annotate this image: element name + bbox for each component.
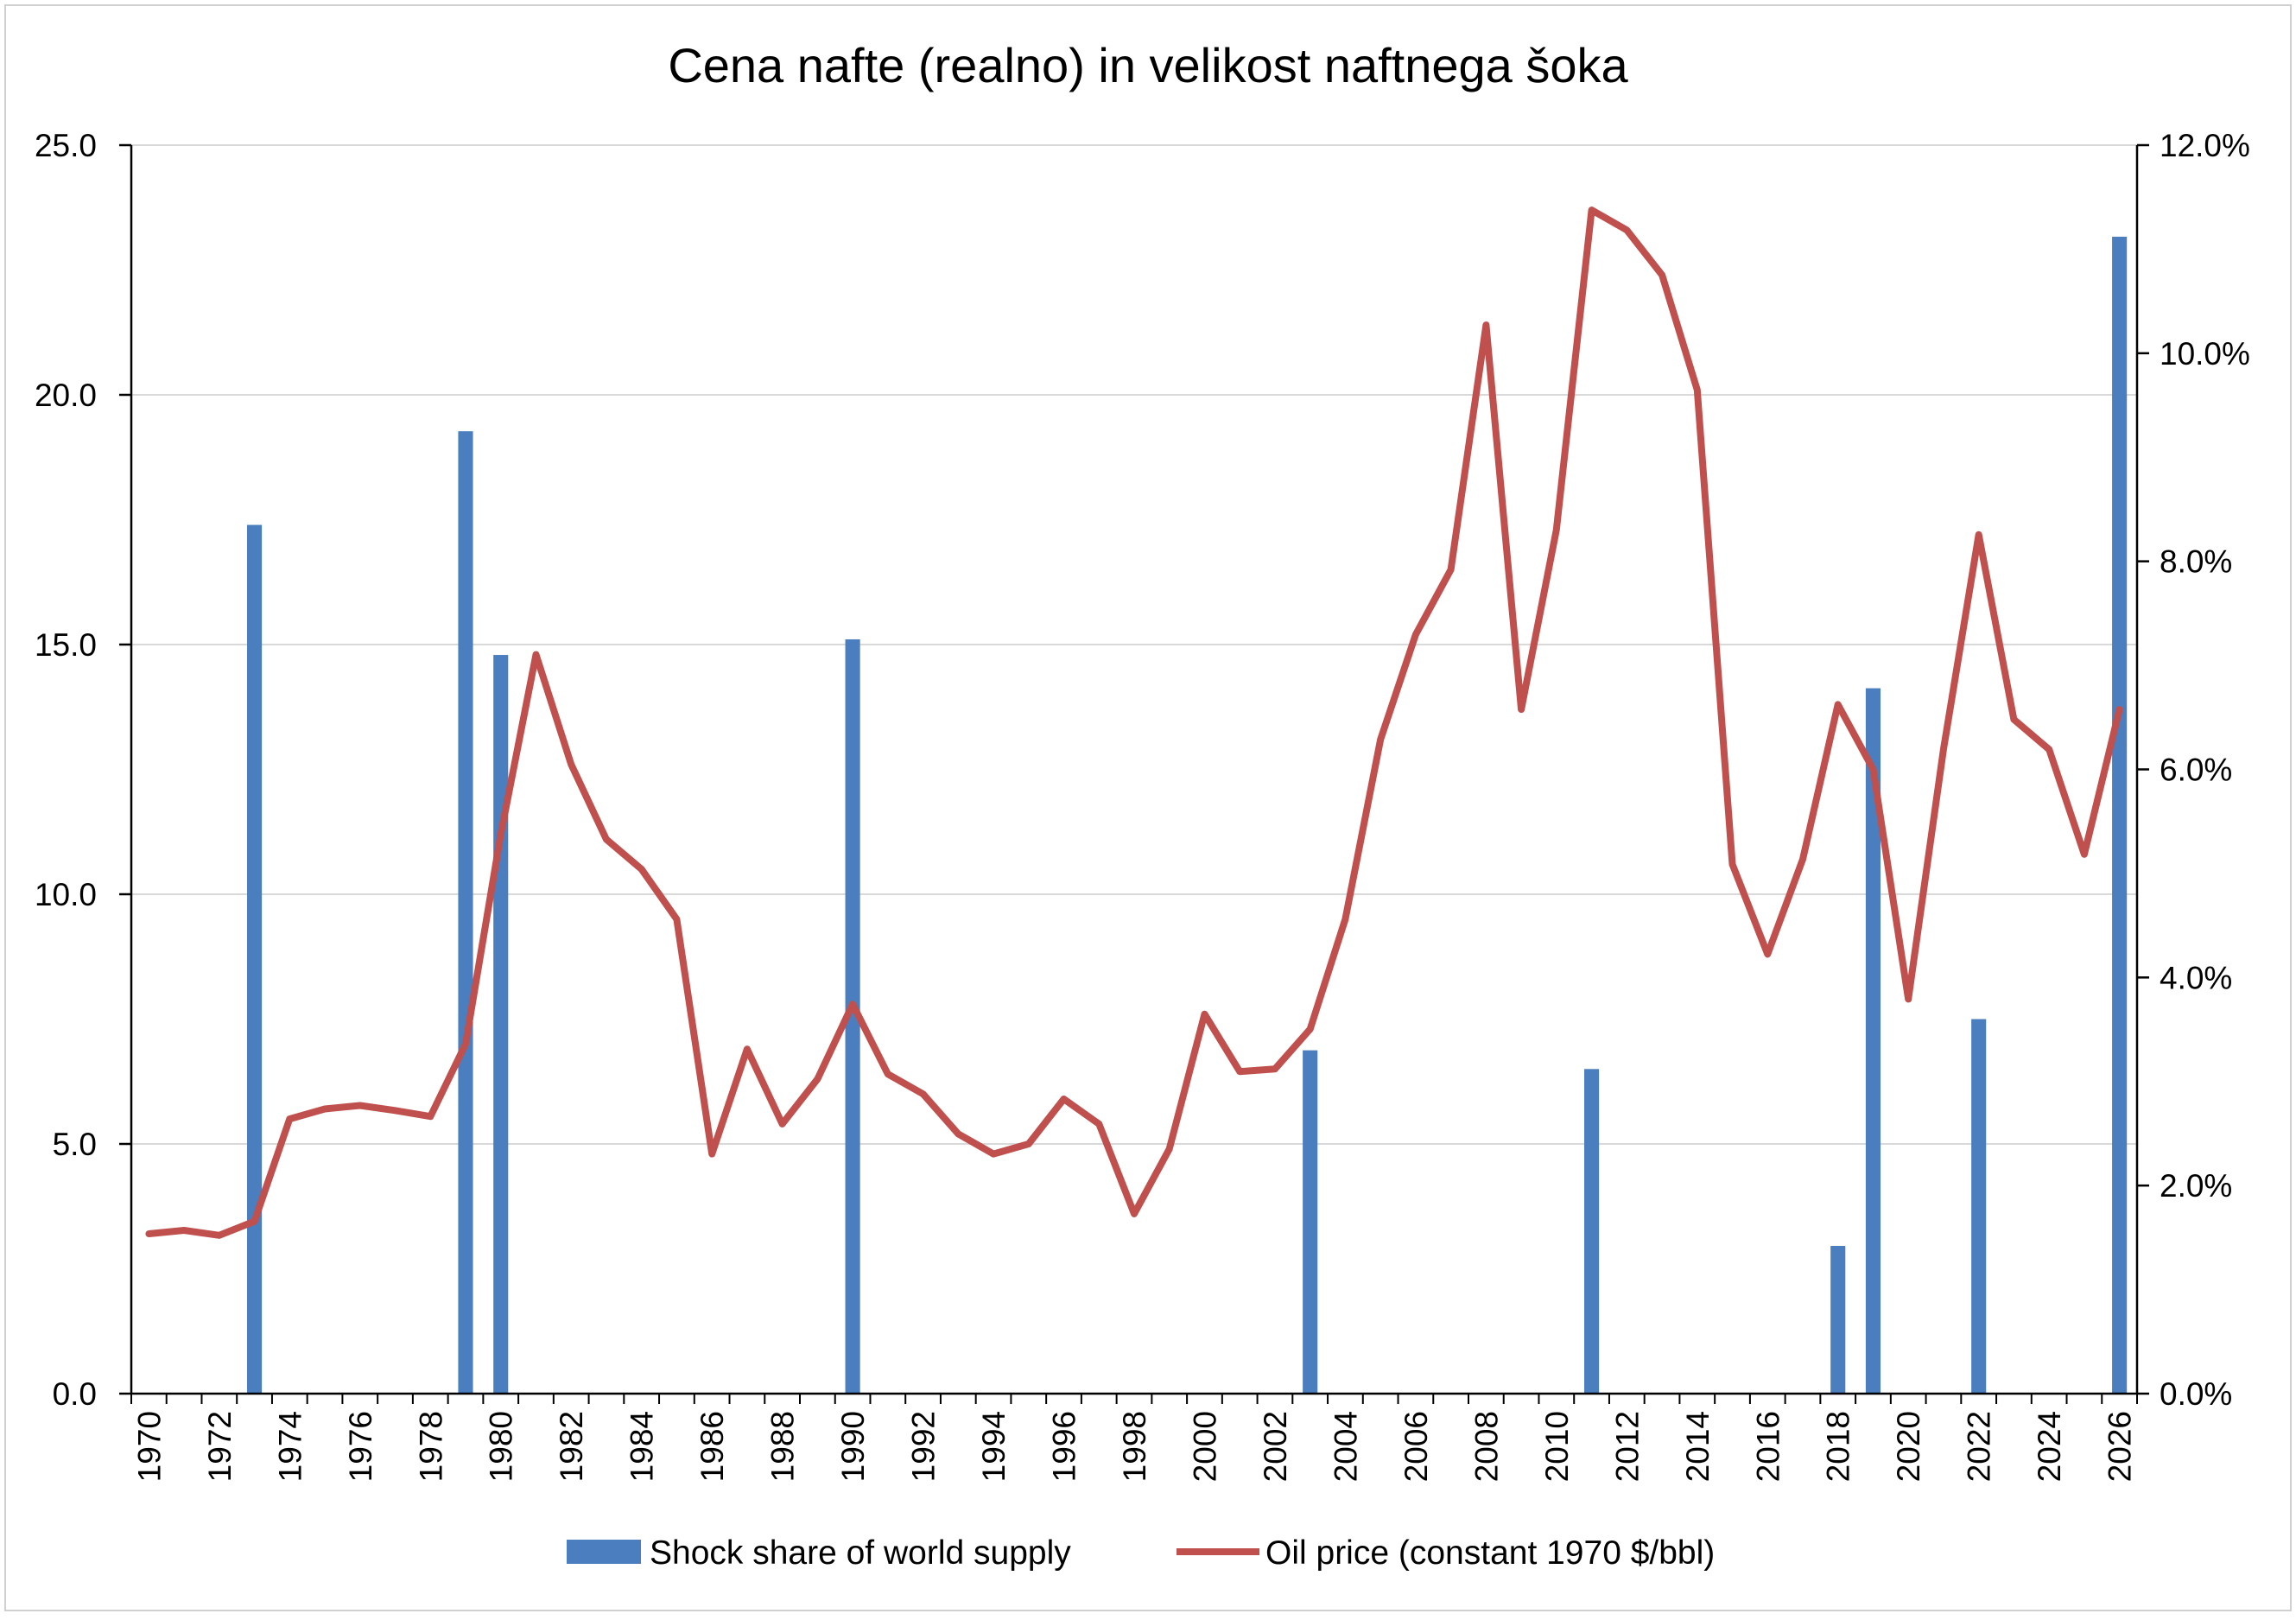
bar-1973 bbox=[247, 524, 263, 1394]
x-tick-label: 2024 bbox=[2032, 1411, 2067, 1482]
bar-2003 bbox=[1303, 1050, 1318, 1394]
x-tick-label: 1994 bbox=[976, 1411, 1012, 1482]
legend: Shock share of world supply Oil price (c… bbox=[567, 1534, 1715, 1572]
x-tick-label: 1972 bbox=[202, 1411, 238, 1482]
x-tick-label: 1982 bbox=[554, 1411, 589, 1482]
bar-1980 bbox=[493, 655, 509, 1394]
left-tick-label: 10.0 bbox=[35, 877, 97, 912]
x-tick-label: 1980 bbox=[484, 1411, 519, 1482]
bar-1979 bbox=[458, 431, 473, 1394]
legend-label-oil-price: Oil price (constant 1970 $/bbl) bbox=[1265, 1534, 1715, 1572]
legend-swatch-shock-share bbox=[567, 1540, 641, 1564]
bar-2011 bbox=[1584, 1069, 1600, 1394]
x-tick-label: 2006 bbox=[1399, 1411, 1434, 1482]
right-axis-ticks: 0.0% 2.0% 4.0% 6.0% 8.0% 10.0% 12.0% bbox=[2137, 128, 2250, 1412]
x-tick-label: 1984 bbox=[625, 1411, 660, 1482]
right-tick-label: 6.0% bbox=[2160, 753, 2232, 788]
right-tick-label: 8.0% bbox=[2160, 544, 2232, 580]
x-tick-label: 1978 bbox=[413, 1411, 448, 1482]
oil-price-line bbox=[145, 206, 2123, 1239]
x-tick-label: 1974 bbox=[272, 1411, 308, 1482]
left-tick-label: 0.0 bbox=[53, 1376, 97, 1412]
x-tick-label: 1990 bbox=[835, 1411, 871, 1482]
x-tick-label: 1976 bbox=[343, 1411, 378, 1482]
right-tick-label: 0.0% bbox=[2160, 1376, 2232, 1412]
x-tick-label: 2004 bbox=[1328, 1411, 1363, 1482]
left-axis-ticks: 0.0 5.0 10.0 15.0 20.0 25.0 bbox=[35, 128, 131, 1412]
bar-2022 bbox=[1971, 1019, 1987, 1394]
x-tick-label: 2022 bbox=[1962, 1411, 1997, 1482]
bar-2019 bbox=[1865, 688, 1881, 1394]
chart-title: Cena nafte (realno) in velikost naftnega… bbox=[668, 38, 1628, 92]
left-tick-label: 20.0 bbox=[35, 378, 97, 413]
x-tick-label: 1992 bbox=[906, 1411, 942, 1482]
x-tick-label: 1996 bbox=[1047, 1411, 1082, 1482]
bar-2018 bbox=[1830, 1246, 1846, 1394]
x-tick-label: 2010 bbox=[1539, 1411, 1575, 1482]
x-tick-label: 1970 bbox=[131, 1411, 167, 1482]
x-tick-label: 2002 bbox=[1258, 1411, 1293, 1482]
x-tick-label: 2014 bbox=[1680, 1411, 1716, 1482]
bar-series bbox=[247, 236, 2128, 1394]
right-tick-label: 10.0% bbox=[2160, 336, 2250, 372]
x-tick-label: 2000 bbox=[1187, 1411, 1222, 1482]
x-tick-label: 2018 bbox=[1821, 1411, 1856, 1482]
line-series bbox=[145, 206, 2123, 1239]
x-tick-label: 2026 bbox=[2103, 1411, 2138, 1482]
x-tick-label: 2020 bbox=[1891, 1411, 1926, 1482]
x-tick-label: 2016 bbox=[1750, 1411, 1785, 1482]
bar-2026 bbox=[2112, 236, 2128, 1394]
left-tick-label: 25.0 bbox=[35, 128, 97, 163]
x-tick-label: 2008 bbox=[1468, 1411, 1504, 1482]
right-tick-label: 2.0% bbox=[2160, 1168, 2232, 1204]
x-tick-label: 2012 bbox=[1609, 1411, 1645, 1482]
left-tick-label: 15.0 bbox=[35, 627, 97, 663]
chart-border bbox=[4, 4, 2292, 1611]
right-tick-label: 4.0% bbox=[2160, 960, 2232, 995]
legend-label-shock-share: Shock share of world supply bbox=[650, 1534, 1071, 1572]
left-tick-label: 5.0 bbox=[53, 1127, 97, 1162]
x-tick-label: 1998 bbox=[1117, 1411, 1152, 1482]
bar-1990 bbox=[845, 638, 860, 1394]
x-tick-label: 1988 bbox=[765, 1411, 801, 1482]
x-tick-label: 1986 bbox=[695, 1411, 730, 1482]
right-tick-label: 12.0% bbox=[2160, 128, 2250, 163]
x-axis-ticks: 1970 1972 1974 1976 1978 1980 1982 1984 1986 1988… bbox=[130, 1394, 2138, 1482]
